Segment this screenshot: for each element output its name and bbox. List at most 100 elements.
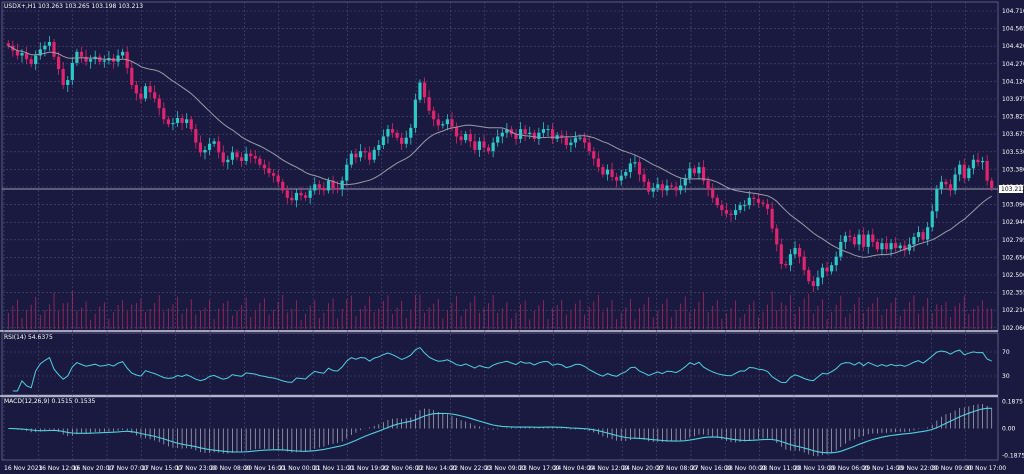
symbol-header: USDX+,H1 103.263 103.265 103.198 103.213 xyxy=(4,3,143,10)
candle-body xyxy=(573,137,578,143)
candle-body xyxy=(400,137,404,144)
candle-body xyxy=(381,136,385,146)
candle-body xyxy=(230,152,235,160)
candle-body xyxy=(903,245,907,251)
candle-body xyxy=(368,152,372,160)
candle-body xyxy=(583,137,587,143)
time-label: 30 Nov 09:00 xyxy=(931,465,972,472)
candle-body xyxy=(688,168,692,179)
candle-body xyxy=(153,92,157,99)
candle-body xyxy=(884,243,889,250)
time-label: 20 Nov 08:00 xyxy=(210,465,251,472)
candle-body xyxy=(121,51,125,56)
macd-label: MACD(12,26,9) 0.1515 0.1535 xyxy=(4,398,96,405)
candle-body xyxy=(990,180,994,188)
candle-body xyxy=(185,119,189,123)
candle-body xyxy=(166,119,170,125)
candle-body xyxy=(551,129,555,139)
time-label: 17 Nov 07:00 xyxy=(107,465,148,472)
candle-body xyxy=(926,227,930,240)
time-label: 27 Nov 08:00 xyxy=(657,465,698,472)
time-label: 28 Nov 19:00 xyxy=(794,465,835,472)
candle-body xyxy=(985,160,989,181)
candle-body xyxy=(660,184,664,191)
candle-body xyxy=(331,180,335,188)
macd-tick-label: 0.1875 xyxy=(1002,398,1023,405)
candle-body xyxy=(637,162,642,175)
main-panel-border xyxy=(1,1,999,332)
candle-body xyxy=(505,129,509,133)
candle-body xyxy=(313,184,317,191)
candle-body xyxy=(953,174,957,191)
candle-body xyxy=(336,187,340,190)
candle-body xyxy=(70,62,74,81)
candle-body xyxy=(537,132,541,139)
candle-body xyxy=(775,228,779,245)
candle-body xyxy=(916,232,921,238)
candle-body xyxy=(308,190,312,198)
rsi-tick-label: 70 xyxy=(1002,349,1010,356)
price-label: 102.940 xyxy=(1002,219,1024,226)
candle-body xyxy=(386,129,390,137)
candle-body xyxy=(743,205,747,207)
time-label: 29 Nov 14:00 xyxy=(863,465,904,472)
candle-body xyxy=(843,235,847,242)
candle-body xyxy=(212,141,216,144)
candle-body xyxy=(198,142,202,153)
volume-bars xyxy=(7,291,993,329)
candle-body xyxy=(217,141,221,153)
candle-body xyxy=(564,137,568,146)
price-label: 103.675 xyxy=(1002,131,1024,138)
time-label: 22 Nov 22:00 xyxy=(450,465,491,472)
candle-body xyxy=(226,159,230,163)
candle-body xyxy=(294,192,299,201)
candle-body xyxy=(857,234,861,245)
candle-body xyxy=(701,167,706,181)
candle-body xyxy=(816,277,820,287)
candle-body xyxy=(733,210,738,215)
candle-body xyxy=(793,248,797,255)
candle-body xyxy=(871,234,875,242)
price-label: 104.120 xyxy=(1002,78,1024,85)
candle-body xyxy=(43,45,47,50)
price-label: 103.825 xyxy=(1002,114,1024,121)
candle-body xyxy=(615,176,619,181)
candle-body xyxy=(84,56,88,62)
rsi-panel-border xyxy=(1,332,999,396)
candle-body xyxy=(258,158,262,165)
candle-body xyxy=(825,267,829,272)
candle-body xyxy=(935,189,939,212)
candle-body xyxy=(473,141,477,150)
candle-body xyxy=(971,159,976,169)
candle-body xyxy=(253,156,257,159)
candle-body xyxy=(528,132,532,134)
candle-body xyxy=(235,152,239,158)
time-label: 21 Nov 00:00 xyxy=(279,465,320,472)
candle-body xyxy=(765,203,770,209)
time-label: 30 Nov 17:00 xyxy=(966,465,1007,472)
candle-body xyxy=(642,174,646,182)
time-label: 22 Nov 14:00 xyxy=(416,465,457,472)
candle-body xyxy=(464,134,468,141)
candle-body xyxy=(834,256,838,266)
macd-signal-line xyxy=(8,407,992,454)
rsi-line xyxy=(12,346,992,392)
candle-body xyxy=(15,50,20,56)
candle-body xyxy=(354,153,358,158)
candle-body xyxy=(290,197,294,201)
candle-body xyxy=(175,118,180,123)
ma-line xyxy=(8,45,992,258)
candle-body xyxy=(20,53,24,56)
candle-body xyxy=(130,67,134,85)
candle-body xyxy=(486,147,491,152)
candle-body xyxy=(738,205,742,211)
candle-body xyxy=(930,211,934,228)
candle-body xyxy=(587,142,591,152)
macd-tick-label: 0.00 xyxy=(1002,426,1016,433)
rsi-panel: 70 30 xyxy=(2,346,1010,392)
candle-body xyxy=(326,180,331,191)
candle-body xyxy=(281,181,285,191)
candle-body xyxy=(811,281,815,287)
